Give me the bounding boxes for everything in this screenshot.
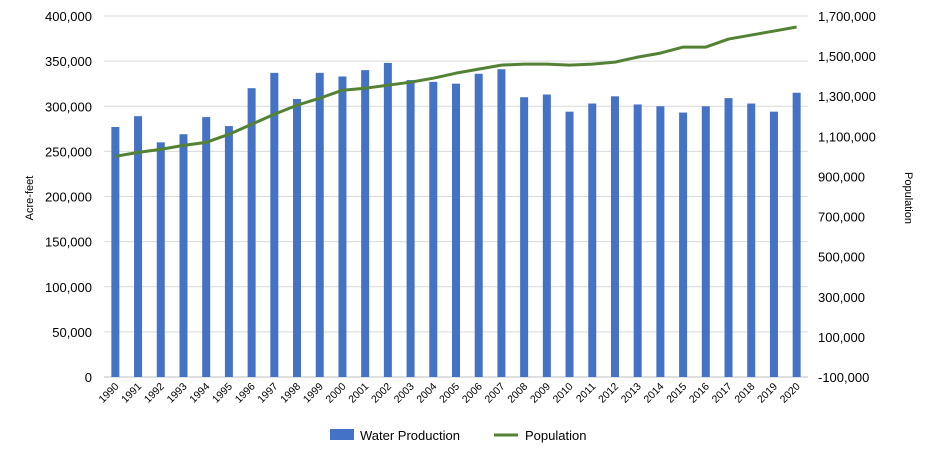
x-tick-label: 1994 <box>187 381 212 406</box>
left-tick-label: 200,000 <box>45 190 92 205</box>
left-tick-label: 400,000 <box>45 9 92 24</box>
x-tick-label: 2017 <box>710 381 735 406</box>
right-tick-label: 500,000 <box>818 250 865 265</box>
bar <box>247 88 256 377</box>
bar <box>202 117 211 377</box>
bar <box>588 103 597 377</box>
right-tick-label: 100,000 <box>818 330 865 345</box>
bar <box>429 81 438 377</box>
bar <box>134 116 143 378</box>
bar <box>520 97 529 377</box>
right-tick-label: 1,700,000 <box>818 9 876 24</box>
bar <box>111 127 120 377</box>
bar <box>497 69 506 377</box>
left-tick-label: 0 <box>85 370 92 385</box>
x-tick-label: 2014 <box>642 381 667 406</box>
x-tick-label: 2018 <box>732 381 757 406</box>
bar <box>679 112 688 377</box>
bar <box>293 99 302 377</box>
bar-series-water-production <box>111 62 801 378</box>
x-tick-label: 2006 <box>460 381 485 406</box>
bar <box>610 96 619 377</box>
bar <box>156 142 165 377</box>
x-tick-label: 1995 <box>210 381 235 406</box>
x-tick-label: 2010 <box>551 381 576 406</box>
legend: Water Production Population <box>330 428 586 443</box>
bar <box>224 126 233 377</box>
bar <box>270 72 279 378</box>
bar <box>452 83 460 377</box>
right-axis-title: Population <box>902 172 914 224</box>
right-tick-label: 700,000 <box>818 210 865 225</box>
left-tick-label: 150,000 <box>45 235 92 250</box>
x-tick-label: 2000 <box>324 381 349 406</box>
x-tick-label: 2003 <box>392 381 417 406</box>
population-line <box>115 25 797 158</box>
x-tick-label: 2011 <box>574 381 599 406</box>
bar <box>315 72 324 378</box>
x-tick-label: 1991 <box>119 381 144 406</box>
bar <box>724 98 733 377</box>
x-tick-label: 2019 <box>755 381 780 406</box>
x-tick-label: 2009 <box>528 381 553 406</box>
bar <box>338 76 347 377</box>
line-series-population <box>115 25 797 158</box>
right-tick-label: 300,000 <box>818 290 865 305</box>
x-tick-label: 2013 <box>619 381 644 406</box>
left-tick-label: 350,000 <box>45 54 92 69</box>
x-tick-label: 1999 <box>301 381 326 406</box>
x-tick-label: 2012 <box>596 381 621 406</box>
x-tick-label: 1997 <box>255 381 280 406</box>
bar <box>406 80 415 377</box>
x-tick-label: 2002 <box>369 381 394 406</box>
bar <box>792 92 801 378</box>
left-tick-label: 300,000 <box>45 99 92 114</box>
left-axis-ticks: 0 50,000 100,000 150,000 200,000 250,000 300,0… <box>45 9 92 385</box>
bar <box>474 73 483 377</box>
x-tick-label: 1996 <box>233 381 258 406</box>
right-tick-label: 900,000 <box>818 169 865 184</box>
x-tick-label: 1998 <box>278 381 303 406</box>
legend-label-population: Population <box>525 428 586 443</box>
x-tick-label: 2016 <box>687 381 712 406</box>
legend-label-water-production: Water Production <box>360 428 460 443</box>
legend-swatch-water-production <box>330 429 354 440</box>
x-tick-label: 2008 <box>505 381 530 406</box>
x-tick-label: 2004 <box>414 381 439 406</box>
x-tick-label: 1990 <box>96 381 121 406</box>
left-tick-label: 50,000 <box>52 325 92 340</box>
x-tick-label: 2005 <box>437 381 462 406</box>
x-axis-ticks: 1990199119921993199419951996199719981999… <box>96 381 802 406</box>
right-axis-ticks: -100,000 100,000 300,000 500,000 700,000 900,… <box>818 9 876 385</box>
bar <box>633 104 642 377</box>
bar <box>542 94 551 377</box>
bar <box>361 70 370 378</box>
right-tick-label: 1,500,000 <box>818 49 876 64</box>
x-tick-label: 2015 <box>664 381 689 406</box>
right-tick-label: -100,000 <box>818 370 869 385</box>
bar <box>565 111 574 377</box>
x-tick-label: 2020 <box>778 381 803 406</box>
bar <box>656 106 665 377</box>
x-tick-label: 1993 <box>165 381 190 406</box>
bar <box>179 134 188 377</box>
bar <box>701 106 710 377</box>
x-tick-label: 2007 <box>483 381 508 406</box>
left-tick-label: 100,000 <box>45 280 92 295</box>
bar <box>747 103 756 377</box>
left-axis-title: Acre-feet <box>24 176 36 221</box>
x-tick-label: 2001 <box>346 381 371 406</box>
bar <box>383 62 392 378</box>
x-tick-label: 1992 <box>142 381 167 406</box>
right-tick-label: 1,300,000 <box>818 89 876 104</box>
right-tick-label: 1,100,000 <box>818 129 876 144</box>
bar <box>769 111 778 377</box>
left-tick-label: 250,000 <box>45 144 92 159</box>
